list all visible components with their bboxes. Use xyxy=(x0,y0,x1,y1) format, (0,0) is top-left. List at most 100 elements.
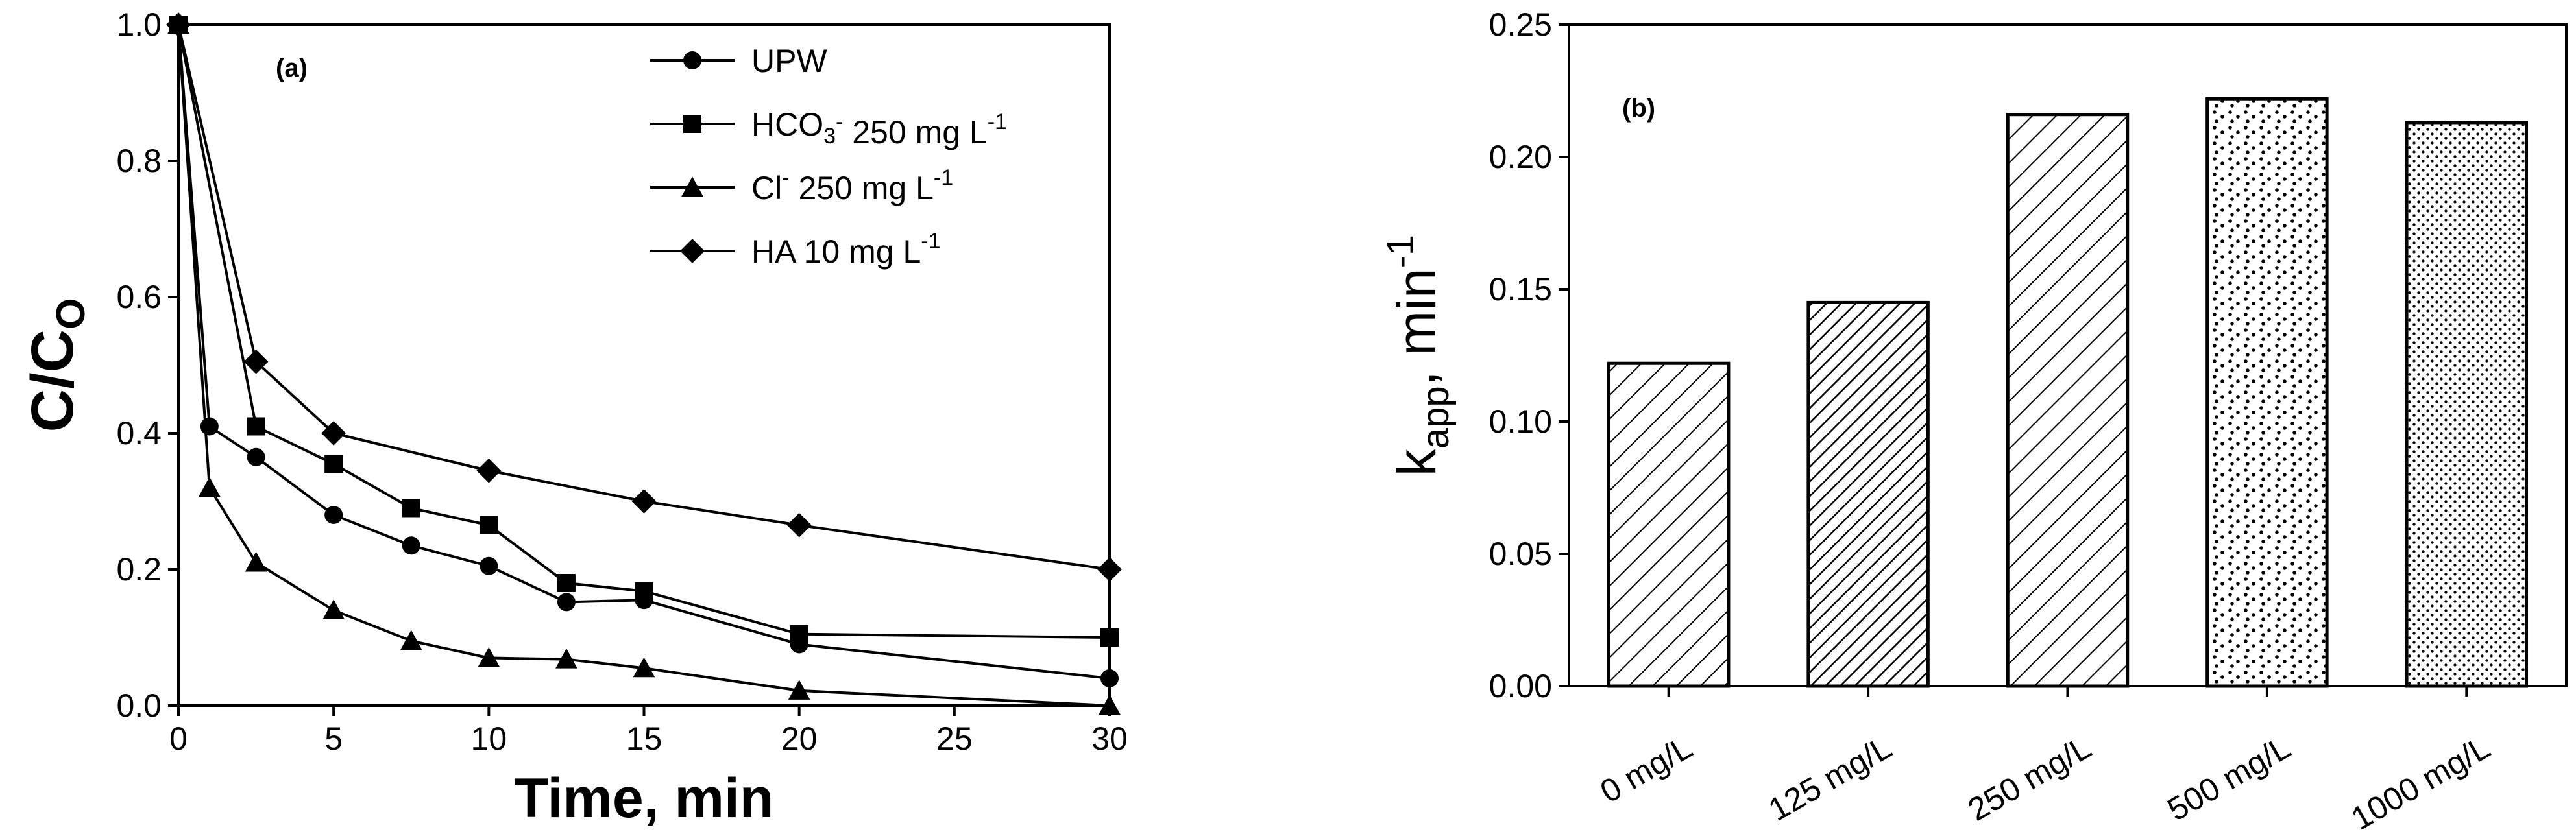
y-axis-title-main: k xyxy=(1386,448,1447,476)
data-point xyxy=(400,630,422,650)
data-point xyxy=(557,574,576,592)
y-axis-title: C/CO xyxy=(19,298,93,433)
panel-label: (a) xyxy=(276,54,308,82)
y-tick-label: 0.15 xyxy=(1489,271,1552,307)
bar xyxy=(2405,121,2529,688)
series xyxy=(166,12,1122,582)
x-tick-label: 10 xyxy=(471,721,507,757)
x-tick-label: 1000 mg/L xyxy=(2345,729,2496,834)
panel-label: (b) xyxy=(1622,94,1655,123)
data-point xyxy=(199,477,221,497)
series-line xyxy=(177,24,1110,707)
y-axis-title: kapp, min-1 xyxy=(1379,235,1457,476)
data-point xyxy=(786,512,812,538)
data-point xyxy=(322,599,345,619)
bar xyxy=(1607,361,1731,688)
y-tick-label: 0.00 xyxy=(1489,668,1552,704)
y-tick-label: 1.0 xyxy=(116,6,162,43)
data-point xyxy=(476,458,502,483)
y-tick-label: 0.0 xyxy=(116,687,162,724)
legend-subscript: 3 xyxy=(823,124,836,149)
data-point xyxy=(631,489,657,514)
data-point xyxy=(478,647,500,667)
legend-marker xyxy=(680,239,705,263)
bar xyxy=(2205,97,2329,688)
series xyxy=(169,16,1119,647)
legend-superscript: - xyxy=(836,110,843,134)
y-axis-title-rest: , min xyxy=(1386,268,1447,386)
legend-superscript: -1 xyxy=(988,110,1007,134)
data-point xyxy=(480,516,498,534)
legend-text-part: HCO xyxy=(751,106,823,143)
y-axis-title-superscript: -1 xyxy=(1379,235,1422,268)
legend-entry-label: UPW xyxy=(751,43,827,79)
data-point xyxy=(1100,628,1119,647)
legend-entry-label: Cl-​ 250 mg L-1​ xyxy=(751,165,953,206)
data-point xyxy=(247,447,265,466)
legend-superscript: -1 xyxy=(921,229,940,254)
y-axis-title-main: C/C xyxy=(19,329,86,432)
data-point xyxy=(245,551,267,572)
x-tick-label: 20 xyxy=(781,721,818,757)
series-line xyxy=(177,24,1110,571)
y-tick-label: 0.25 xyxy=(1489,6,1552,43)
data-point xyxy=(200,417,219,436)
y-tick-label: 0.6 xyxy=(116,279,162,315)
x-tick-label: 30 xyxy=(1091,721,1128,757)
y-tick-label: 0.8 xyxy=(116,143,162,179)
series-line xyxy=(177,24,1110,680)
x-tick-label: 125 mg/L xyxy=(1762,729,1898,828)
legend: UPW HCO3-​ 250 mg L-1​ Cl-​ 250 mg L-1​ HA … xyxy=(650,43,1007,270)
legend-text-part: 250 mg L xyxy=(790,170,934,206)
data-point xyxy=(402,536,420,555)
y-tick-label: 0.2 xyxy=(116,551,162,588)
bar xyxy=(2006,113,2130,688)
x-tick-label: 0 xyxy=(169,721,188,757)
legend-marker xyxy=(683,51,701,69)
y-axis-title-subscript: app xyxy=(1415,386,1457,449)
data-point xyxy=(1097,557,1122,582)
data-point xyxy=(1099,695,1121,715)
data-point xyxy=(247,417,265,436)
legend-entry-label: HCO3-​ 250 mg L-1​ xyxy=(751,106,1007,150)
data-point xyxy=(788,680,810,700)
y-tick-label: 0.10 xyxy=(1489,403,1552,440)
data-point xyxy=(557,593,576,612)
data-point xyxy=(324,506,343,524)
y-axis-title-subscript: O xyxy=(49,298,93,329)
x-tick-label: 15 xyxy=(626,721,662,757)
data-point xyxy=(402,499,420,518)
data-point xyxy=(790,625,808,643)
data-point xyxy=(166,12,191,37)
x-tick-label: 0 mg/L xyxy=(1594,729,1698,810)
legend-text-part: 250 mg L xyxy=(843,114,987,150)
legend-text-part: HA 10 mg L xyxy=(751,233,921,270)
data-point xyxy=(1100,669,1119,687)
y-tick-label: 0.20 xyxy=(1489,139,1552,175)
bar-chart-panel: 0.00 0.05 0.10 0.15 0.20 0.25 0 mg/L 125 mg/L 25… xyxy=(1379,6,2568,834)
data-point xyxy=(555,648,577,669)
x-axis-title: Time, min xyxy=(515,767,774,829)
y-tick-label: 0.4 xyxy=(116,415,162,451)
legend-superscript: -1 xyxy=(934,165,953,190)
legend-marker xyxy=(681,176,703,197)
line-chart-panel: 0 5 10 15 20 25 30 0.0 0.2 0.4 0.6 0.8 1.0 Time, min C… xyxy=(19,6,1128,829)
data-point xyxy=(635,582,653,601)
x-tick-label: 5 xyxy=(324,721,343,757)
data-point xyxy=(321,421,346,446)
x-tick-label: 250 mg/L xyxy=(1962,729,2097,828)
x-tick-label: 25 xyxy=(936,721,973,757)
x-tick-label: 500 mg/L xyxy=(2161,729,2297,828)
data-point xyxy=(324,455,343,473)
data-point xyxy=(633,657,655,678)
data-point xyxy=(243,349,269,374)
legend-superscript: - xyxy=(782,165,789,190)
legend-text-part: Cl xyxy=(751,170,782,206)
bar xyxy=(1806,300,1930,688)
data-point xyxy=(480,556,498,575)
legend-marker xyxy=(683,115,701,133)
legend-text-part: UPW xyxy=(751,43,827,79)
y-tick-label: 0.05 xyxy=(1489,536,1552,572)
legend-entry-label: HA 10 mg L-1​ xyxy=(751,229,941,270)
